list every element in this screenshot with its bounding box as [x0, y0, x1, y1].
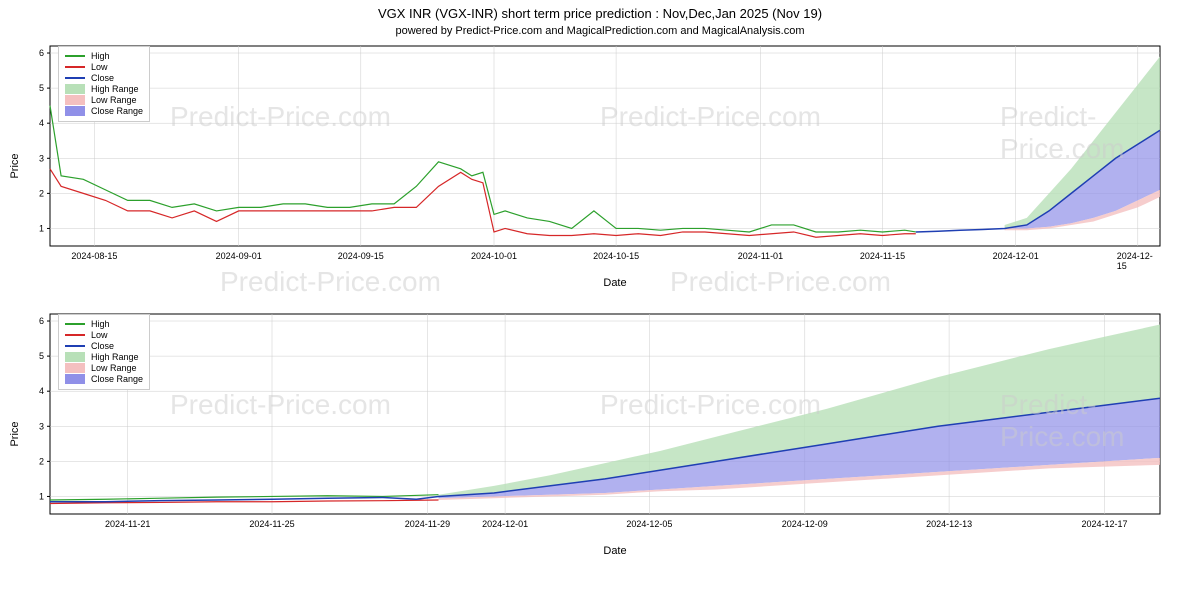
chart-1-container: Price 123456 2024-08-152024-09-012024-09…	[50, 41, 1180, 291]
legend-label: Close	[91, 341, 114, 351]
chart-2-container: Price 123456 2024-11-212024-11-252024-11…	[50, 309, 1180, 559]
xtick-label: 2024-12-15	[1117, 251, 1159, 271]
svg-text:6: 6	[39, 48, 44, 58]
legend-item: Low	[65, 330, 143, 340]
xtick-label: 2024-09-15	[338, 251, 384, 261]
svg-text:5: 5	[39, 351, 44, 361]
chart-2-xlabel: Date	[50, 545, 1180, 557]
legend-label: Low	[91, 330, 108, 340]
legend-item: High	[65, 319, 143, 329]
svg-text:4: 4	[39, 386, 44, 396]
chart-1-xticks: 2024-08-15 2024-09-01 2024-09-15 2024-10-01…	[50, 251, 1180, 263]
svg-text:1: 1	[39, 491, 44, 501]
svg-text:4: 4	[39, 118, 44, 128]
legend-item: High Range	[65, 352, 143, 362]
legend-item: High	[65, 51, 143, 61]
chart-2-legend: HighLowCloseHigh RangeLow RangeClose Ran…	[58, 314, 150, 390]
xtick-label: 2024-12-01	[993, 251, 1039, 261]
legend-item: Close Range	[65, 106, 143, 116]
legend-item: Low Range	[65, 95, 143, 105]
xtick-label: 2024-10-01	[471, 251, 517, 261]
svg-text:3: 3	[39, 153, 44, 163]
legend-label: Close	[91, 73, 114, 83]
xtick-label: 2024-09-01	[216, 251, 262, 261]
legend-label: High Range	[91, 352, 139, 362]
svg-text:6: 6	[39, 316, 44, 326]
chart-title: VGX INR (VGX-INR) short term price predi…	[0, 0, 1200, 21]
legend-label: Low Range	[91, 363, 137, 373]
svg-text:2: 2	[39, 456, 44, 466]
xtick-label: 2024-12-17	[1081, 519, 1127, 529]
xtick-label: 2024-12-13	[926, 519, 972, 529]
legend-item: Close	[65, 341, 143, 351]
legend-item: High Range	[65, 84, 143, 94]
chart-2-svg: 123456	[50, 309, 1160, 519]
svg-text:5: 5	[39, 83, 44, 93]
legend-label: High	[91, 51, 110, 61]
legend-label: High Range	[91, 84, 139, 94]
legend-label: High	[91, 319, 110, 329]
legend-item: Close Range	[65, 374, 143, 384]
xtick-label: 2024-12-01	[482, 519, 528, 529]
legend-label: Low Range	[91, 95, 137, 105]
svg-text:1: 1	[39, 223, 44, 233]
xtick-label: 2024-12-09	[782, 519, 828, 529]
xtick-label: 2024-12-05	[626, 519, 672, 529]
xtick-label: 2024-11-21	[105, 519, 150, 529]
chart-2-ylabel: Price	[9, 421, 21, 446]
xtick-label: 2024-11-29	[405, 519, 450, 529]
xtick-label: 2024-11-25	[249, 519, 294, 529]
chart-1-svg: 123456	[50, 41, 1160, 251]
svg-text:2: 2	[39, 188, 44, 198]
legend-label: Close Range	[91, 106, 143, 116]
xtick-label: 2024-10-15	[593, 251, 639, 261]
xtick-label: 2024-11-01	[738, 251, 783, 261]
xtick-label: 2024-08-15	[71, 251, 117, 261]
legend-label: Low	[91, 62, 108, 72]
legend-item: Low Range	[65, 363, 143, 373]
xtick-label: 2024-11-15	[860, 251, 905, 261]
chart-1-xlabel: Date	[50, 277, 1180, 289]
svg-text:3: 3	[39, 421, 44, 431]
legend-label: Close Range	[91, 374, 143, 384]
chart-1-ylabel: Price	[9, 153, 21, 178]
chart-1-legend: HighLowCloseHigh RangeLow RangeClose Ran…	[58, 46, 150, 122]
chart-2-xticks: 2024-11-21 2024-11-25 2024-11-29 2024-12-01…	[50, 519, 1180, 531]
legend-item: Low	[65, 62, 143, 72]
chart-subtitle: powered by Predict-Price.com and Magical…	[0, 21, 1200, 41]
legend-item: Close	[65, 73, 143, 83]
